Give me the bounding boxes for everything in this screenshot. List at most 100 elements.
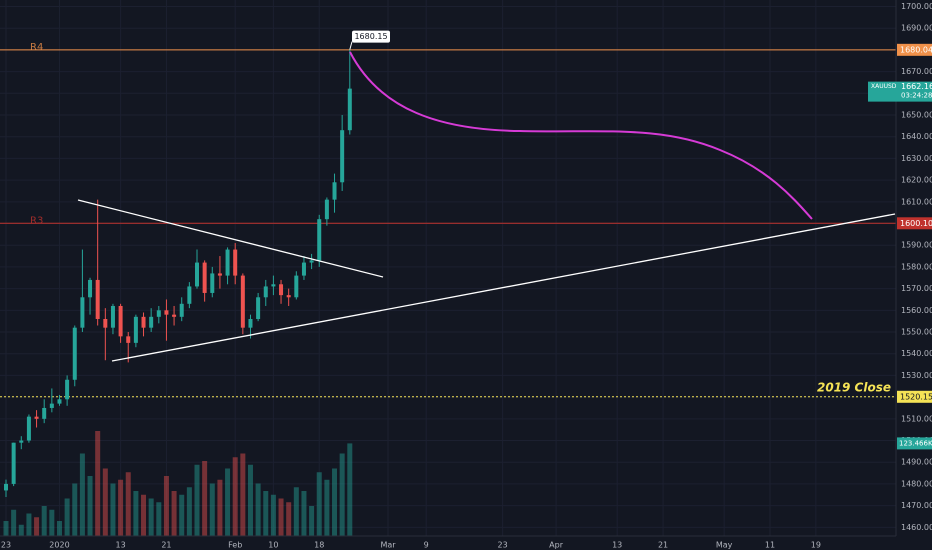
candle-body (248, 318, 253, 328)
y-tick-label: 1630.00 (901, 154, 932, 163)
level-price: 1680.04 (900, 45, 932, 54)
volume-label: 123.466K (899, 439, 932, 447)
candle-body (340, 130, 345, 183)
y-tick-label: 1530.00 (901, 371, 932, 380)
volume-bar (186, 487, 192, 536)
x-tick-label: 11 (765, 541, 775, 550)
candle-body (4, 483, 8, 491)
volume-bar (95, 431, 101, 536)
x-tick-label: 21 (658, 541, 668, 550)
candle-body (279, 284, 284, 296)
candle-body (11, 442, 16, 484)
volume-bar (255, 483, 261, 536)
x-tick-label: Apr (549, 541, 564, 550)
candle-body (72, 327, 77, 380)
volume-bar (11, 509, 17, 536)
volume-bar (194, 464, 200, 536)
volume-bar (156, 502, 162, 536)
candle-body (149, 316, 154, 328)
volume-bar (324, 479, 330, 536)
candle-body (80, 297, 85, 328)
candle-body (324, 199, 329, 220)
candle-body (233, 249, 238, 276)
level-price-box (897, 217, 932, 230)
y-tick-label: 1490.00 (901, 458, 932, 467)
high-callout: 1680.15 (354, 32, 387, 41)
candle-body (103, 318, 108, 328)
y-tick-label: 1570.00 (901, 284, 932, 293)
volume-bar (286, 502, 292, 536)
candle-body (202, 262, 207, 293)
candle-body (172, 314, 177, 317)
y-tick-label: 1540.00 (901, 349, 932, 358)
volume-bar (141, 494, 147, 536)
volume-bar (347, 443, 353, 536)
candle-body (195, 262, 199, 287)
x-tick-label: 9 (424, 541, 429, 550)
countdown: 03:24:28 (901, 92, 932, 100)
candle-body (49, 403, 54, 408)
candle-body (133, 316, 138, 343)
candle-body (271, 284, 276, 287)
level-price: 1520.15 (900, 392, 932, 401)
candle-body (347, 88, 352, 131)
level-name: 2019 Close (817, 380, 891, 394)
volume-bar (56, 521, 62, 536)
level-name: R3 (30, 215, 43, 226)
volume-bar (225, 468, 231, 536)
volume-bar (309, 506, 315, 536)
x-tick-label: May (716, 541, 733, 550)
x-tick-label: Feb (228, 541, 242, 550)
y-tick-label: 1560.00 (901, 306, 932, 315)
x-tick-label: Mar (380, 541, 396, 550)
volume-bar (163, 476, 169, 536)
levels: R4 R3 2019 Close (0, 42, 896, 398)
volume-bar (125, 472, 131, 536)
candle-body (187, 286, 192, 304)
y-tick-label: 1610.00 (901, 197, 932, 206)
candle-body (332, 182, 337, 200)
candle-body (65, 379, 70, 400)
x-tick-label: 21 (161, 541, 171, 550)
callout-pointer (349, 41, 353, 50)
y-tick-label: 1510.00 (901, 414, 932, 423)
high-callout-box (352, 30, 390, 43)
volume-bar (332, 468, 338, 536)
candle-body (19, 440, 24, 443)
volume-bar (34, 517, 40, 536)
level-price-box (897, 390, 932, 403)
candle-body (263, 286, 268, 298)
volume-bar (64, 498, 70, 536)
y-tick-label: 1650.00 (901, 111, 932, 120)
volume-bar (26, 513, 32, 536)
volume (3, 431, 353, 536)
trendline-lower (111, 213, 896, 362)
candle-body (141, 316, 146, 328)
level-price-box (897, 43, 932, 56)
volume-bar (72, 483, 78, 536)
volume-bar (270, 494, 276, 536)
projection-curve (349, 51, 813, 220)
volume-bar (118, 479, 124, 536)
candle-body (217, 273, 222, 276)
candle-body (317, 219, 322, 261)
x-tick-label: 23 (1, 541, 11, 550)
volume-bar (49, 509, 55, 536)
x-tick-label: 2020 (49, 541, 69, 550)
level-price: 1600.10 (900, 219, 932, 228)
volume-bar (148, 498, 154, 536)
candle-body (88, 279, 93, 298)
y-tick-label: 1590.00 (901, 241, 932, 250)
last-price: 1662.16 (901, 82, 932, 91)
volume-bar (209, 483, 215, 536)
volume-bar (110, 483, 116, 536)
volume-bar (87, 476, 93, 536)
volume-bar (79, 453, 85, 536)
volume-bar (18, 524, 24, 536)
volume-bar (217, 479, 223, 536)
volume-box (897, 437, 932, 450)
x-tick-label: 23 (498, 541, 508, 550)
candle-body (118, 305, 123, 337)
